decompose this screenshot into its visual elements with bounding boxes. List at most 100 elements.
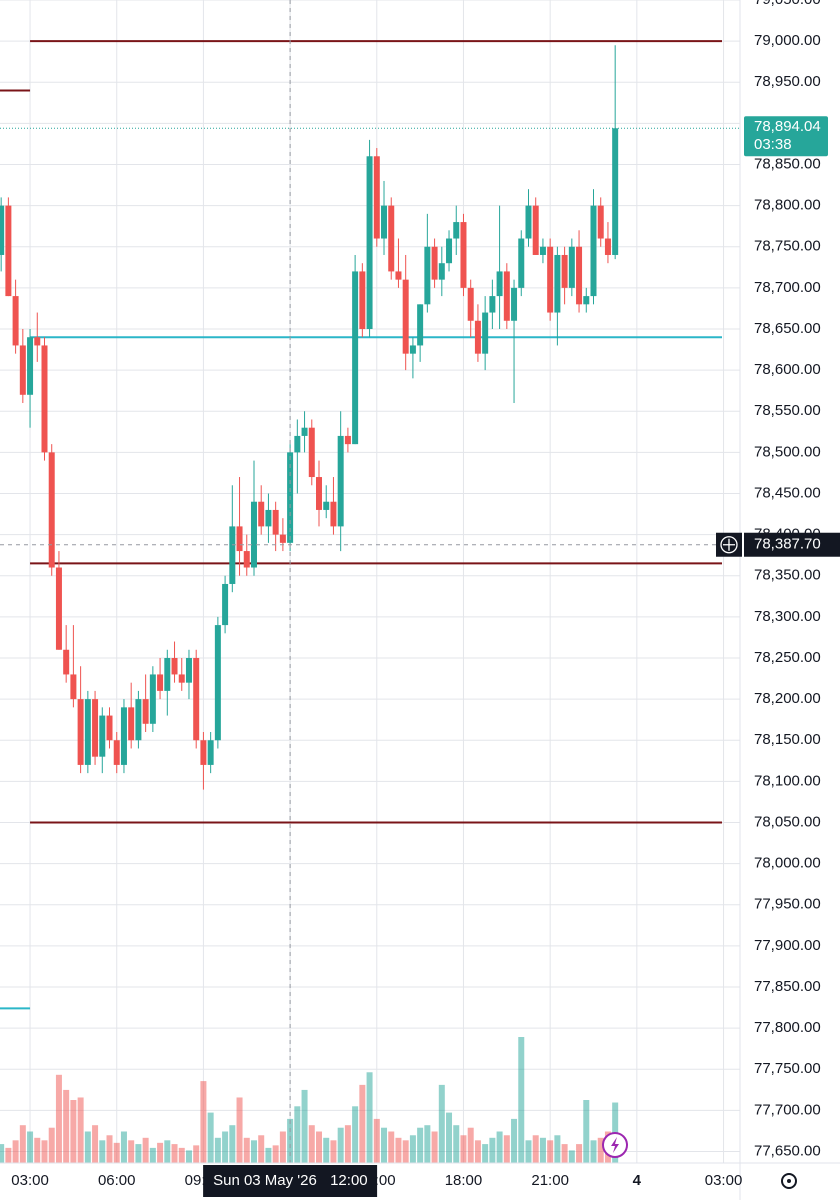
candle-body	[539, 246, 546, 255]
volume-bar	[193, 1145, 200, 1163]
volume-bar	[243, 1137, 250, 1163]
candle-body	[135, 699, 142, 741]
candle-body	[381, 205, 388, 239]
candle-body	[424, 246, 431, 305]
candle-body	[438, 263, 445, 280]
candle-body	[301, 427, 308, 436]
candle-body	[27, 337, 34, 395]
y-tick-label: 78,300.00	[754, 608, 821, 625]
volume-bar	[92, 1125, 99, 1163]
candle-body	[590, 205, 597, 297]
volume-bar	[27, 1131, 34, 1163]
volume-bar	[279, 1131, 286, 1163]
candle-body	[128, 707, 135, 741]
candle-body	[316, 477, 323, 510]
volume-bar	[12, 1140, 19, 1163]
y-tick-label: 78,650.00	[754, 320, 821, 337]
y-tick-label: 77,900.00	[754, 937, 821, 954]
y-tick-label: 78,050.00	[754, 813, 821, 830]
candle-body	[409, 345, 416, 354]
volume-bar	[417, 1127, 424, 1163]
candle-body	[330, 501, 337, 527]
candle-body	[250, 501, 257, 568]
candle-body	[222, 583, 229, 626]
candle-body	[55, 567, 62, 650]
volume-bar	[200, 1081, 207, 1163]
candle-body	[185, 657, 192, 683]
candle-body	[489, 296, 496, 313]
candle-body	[142, 699, 149, 724]
candle-body	[446, 238, 453, 264]
candle-body	[547, 246, 554, 313]
volume-bar	[149, 1147, 156, 1163]
settings-icon[interactable]	[781, 1173, 797, 1189]
volume-bar	[590, 1140, 597, 1163]
volume-bar	[308, 1125, 315, 1163]
candle-body	[19, 345, 26, 395]
y-tick-label: 77,950.00	[754, 896, 821, 913]
volume-bar	[402, 1140, 409, 1163]
volume-bar	[539, 1137, 546, 1163]
volume-bar	[344, 1125, 351, 1163]
time-axis	[0, 1163, 840, 1200]
candle-body	[77, 699, 84, 765]
volume-bar	[171, 1144, 178, 1163]
volume-bar	[359, 1084, 366, 1163]
volume-bar	[55, 1074, 62, 1163]
crosshair-plus-icon	[723, 538, 735, 551]
volume-bar	[164, 1140, 171, 1163]
candle-body	[460, 222, 467, 288]
y-tick-label: 78,350.00	[754, 567, 821, 584]
candle-body	[113, 740, 120, 765]
candle-body	[612, 128, 619, 255]
x-tick-label: 03:00	[11, 1172, 49, 1189]
candle-body	[352, 271, 359, 445]
candle-body	[402, 279, 409, 354]
candle-body	[597, 205, 604, 239]
volume-bar	[431, 1131, 438, 1163]
volume-bar	[258, 1135, 265, 1163]
x-tick-label: 21:00	[531, 1172, 569, 1189]
volume-bar	[388, 1131, 395, 1163]
volume-bar	[503, 1135, 510, 1163]
volume-bar	[352, 1106, 359, 1163]
y-tick-label: 79,050.00	[754, 0, 821, 8]
volume-bar	[120, 1131, 127, 1163]
y-tick-label: 78,450.00	[754, 484, 821, 501]
volume-bar	[19, 1125, 26, 1163]
candle-body	[388, 205, 395, 272]
volume-bar	[511, 1118, 518, 1163]
candle-body	[568, 246, 575, 288]
candle-body	[171, 657, 178, 675]
volume-bar	[554, 1135, 561, 1163]
candle-body	[12, 296, 19, 346]
volume-bar	[48, 1127, 55, 1163]
volume-bar	[207, 1112, 214, 1163]
volume-bar	[34, 1137, 41, 1163]
volume-bar	[272, 1145, 279, 1163]
y-tick-label: 78,950.00	[754, 73, 821, 90]
volume-bar	[366, 1072, 373, 1163]
candle-body	[0, 205, 5, 255]
volume-bar	[106, 1135, 113, 1163]
candle-body	[511, 287, 518, 321]
candle-body	[48, 452, 55, 568]
y-tick-label: 77,800.00	[754, 1019, 821, 1036]
volume-bar	[128, 1140, 135, 1163]
y-tick-label: 78,100.00	[754, 772, 821, 789]
crosshair-price-label: 78,387.70	[754, 536, 821, 553]
last-price-box	[744, 116, 828, 157]
last-price-label: 78,894.04	[754, 118, 821, 135]
y-tick-label: 78,800.00	[754, 197, 821, 214]
volume-bar	[222, 1131, 229, 1163]
candle-body	[525, 205, 532, 239]
crosshair-plus[interactable]	[720, 536, 738, 554]
candle-body	[99, 715, 106, 757]
candle-body	[453, 222, 460, 239]
candle-body	[576, 246, 583, 305]
volume-bar	[113, 1142, 120, 1163]
volume-bar	[568, 1150, 575, 1163]
volume-bar	[576, 1144, 583, 1163]
settings-dot	[787, 1179, 791, 1183]
